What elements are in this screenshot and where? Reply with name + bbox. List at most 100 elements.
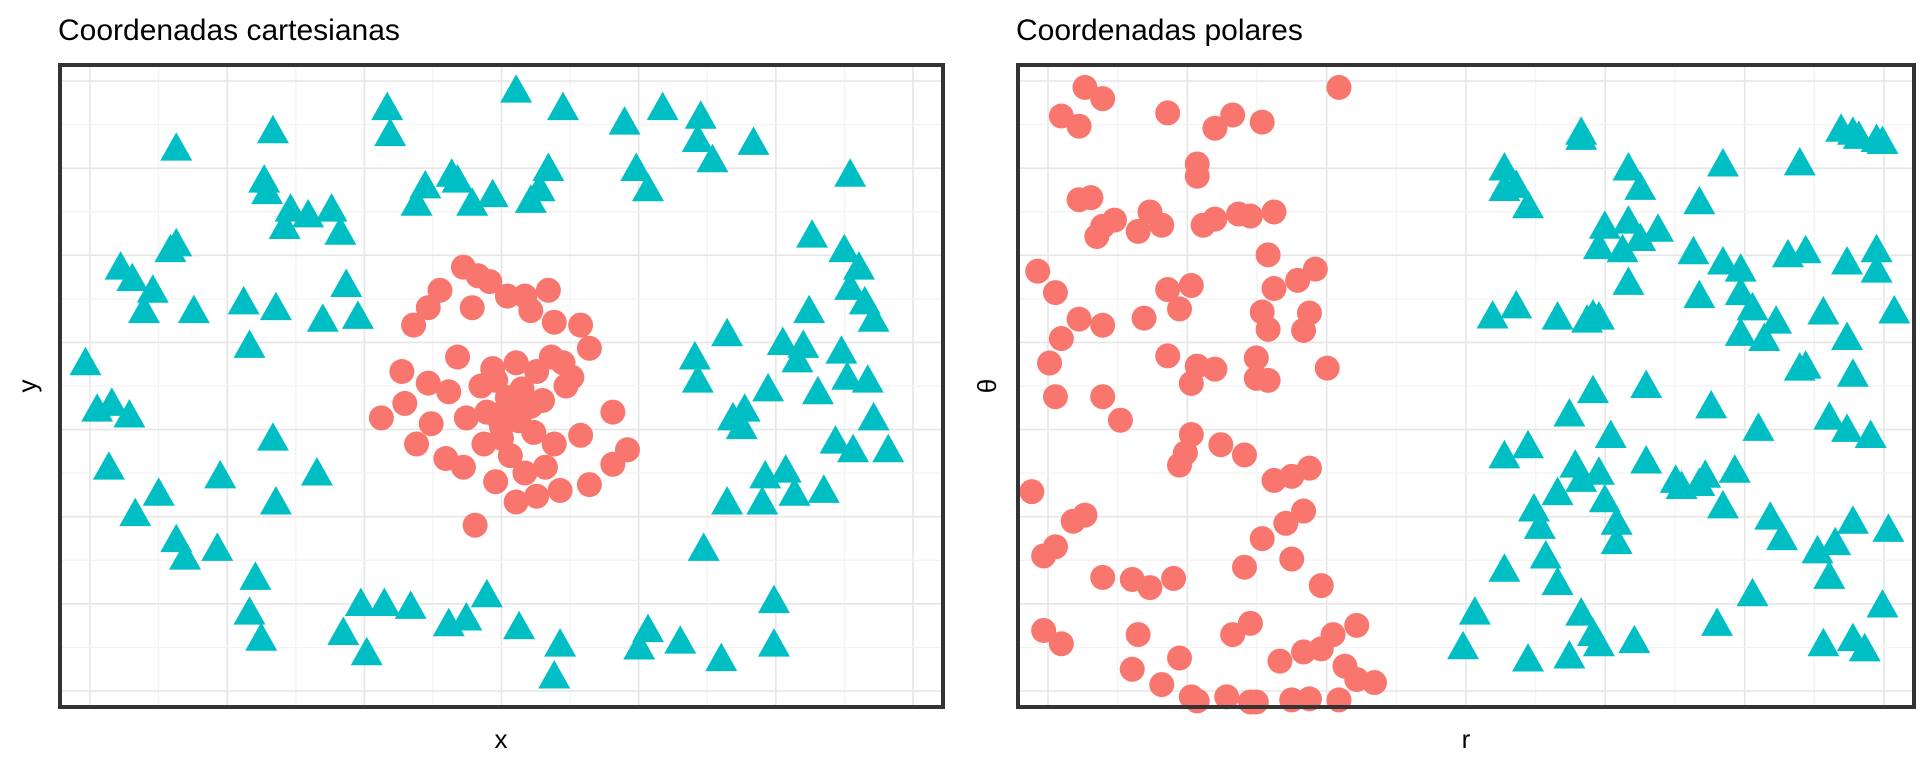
point-triangle	[227, 285, 260, 315]
point-circle	[477, 269, 503, 295]
point-triangle	[1807, 295, 1840, 325]
point-triangle	[245, 622, 278, 651]
point-triangle	[1807, 627, 1840, 657]
point-triangle	[1836, 505, 1869, 534]
point-circle	[1296, 300, 1322, 326]
point-circle	[1220, 622, 1246, 648]
point-triangle	[831, 361, 864, 390]
point-circle	[1149, 212, 1175, 238]
point-circle	[445, 344, 471, 370]
point-circle	[450, 454, 476, 480]
point-circle	[1326, 74, 1352, 100]
point-triangle	[1813, 401, 1846, 430]
point-triangle	[1836, 358, 1869, 387]
point-circle	[512, 460, 538, 486]
point-triangle	[251, 175, 284, 205]
point-circle	[1060, 508, 1086, 534]
point-triangle	[1577, 617, 1610, 647]
point-triangle	[1577, 299, 1610, 328]
point-circle	[1226, 201, 1252, 227]
point-triangle	[681, 123, 714, 152]
point-circle	[1178, 370, 1204, 396]
point-triangle	[371, 91, 404, 121]
point-triangle	[1582, 230, 1615, 260]
point-circle	[483, 402, 509, 428]
point-circle	[1184, 688, 1210, 714]
point-triangle	[92, 451, 125, 480]
point-triangle	[851, 364, 884, 393]
point-triangle	[1860, 233, 1893, 263]
point-triangle	[523, 172, 556, 202]
point-triangle	[1748, 322, 1781, 352]
point-circle	[503, 350, 529, 376]
point-circle	[415, 295, 441, 321]
point-circle	[576, 472, 602, 498]
point-triangle	[1488, 152, 1521, 181]
point-triangle	[807, 474, 840, 503]
point-circle	[1249, 526, 1275, 552]
point-circle	[404, 431, 430, 457]
point-triangle	[1630, 445, 1663, 474]
point-triangle	[620, 152, 653, 181]
point-triangle	[538, 660, 571, 689]
point-triangle	[1801, 534, 1834, 564]
point-circle	[1178, 421, 1204, 447]
point-circle	[1255, 316, 1281, 342]
point-triangle	[1600, 525, 1633, 555]
point-circle	[1255, 242, 1281, 268]
point-triangle	[233, 596, 266, 625]
point-circle	[436, 379, 462, 405]
point-circle	[1308, 573, 1334, 599]
point-triangle	[1458, 596, 1491, 625]
point-circle	[1296, 455, 1322, 481]
point-triangle	[1706, 245, 1739, 275]
point-circle	[1137, 575, 1163, 601]
point-triangle	[1842, 120, 1875, 149]
point-triangle	[1630, 369, 1663, 398]
point-circle	[1202, 206, 1228, 232]
point-triangle	[746, 486, 779, 515]
point-triangle	[177, 294, 210, 324]
point-triangle	[1754, 501, 1787, 530]
point-triangle	[1500, 169, 1533, 198]
point-circle	[1161, 565, 1187, 591]
point-triangle	[1612, 266, 1645, 295]
point-triangle	[441, 164, 474, 193]
point-triangle	[1641, 213, 1674, 242]
point-triangle	[341, 300, 374, 329]
point-triangle	[1488, 553, 1521, 582]
point-circle	[1166, 296, 1192, 322]
point-circle	[1025, 258, 1051, 284]
point-circle	[1202, 115, 1228, 141]
point-circle	[1208, 432, 1234, 458]
point-triangle	[1683, 185, 1716, 215]
point-triangle	[1736, 577, 1769, 607]
point-triangle	[819, 425, 852, 454]
point-triangle	[1582, 456, 1615, 485]
point-circle	[1302, 256, 1328, 282]
point-triangle	[503, 610, 536, 640]
point-triangle	[1594, 419, 1627, 448]
point-circle	[535, 277, 561, 303]
point-circle	[532, 454, 558, 480]
point-triangle	[1500, 289, 1533, 319]
point-triangle	[1860, 254, 1893, 283]
point-triangle	[259, 486, 292, 515]
point-triangle	[1512, 643, 1545, 672]
point-triangle	[1523, 510, 1556, 539]
point-triangle	[544, 628, 577, 657]
point-circle	[1243, 345, 1269, 371]
point-triangle	[1872, 513, 1905, 542]
point-circle	[1155, 277, 1181, 303]
point-triangle	[1618, 624, 1651, 654]
point-circle	[524, 483, 550, 509]
point-triangle	[450, 602, 483, 631]
point-circle	[553, 373, 579, 399]
point-triangle	[1565, 463, 1598, 492]
point-circle	[614, 437, 640, 463]
point-triangle	[752, 372, 785, 402]
point-triangle	[154, 233, 187, 263]
point-triangle	[1878, 294, 1911, 324]
point-circle	[1285, 267, 1311, 293]
point-triangle	[1447, 630, 1480, 660]
